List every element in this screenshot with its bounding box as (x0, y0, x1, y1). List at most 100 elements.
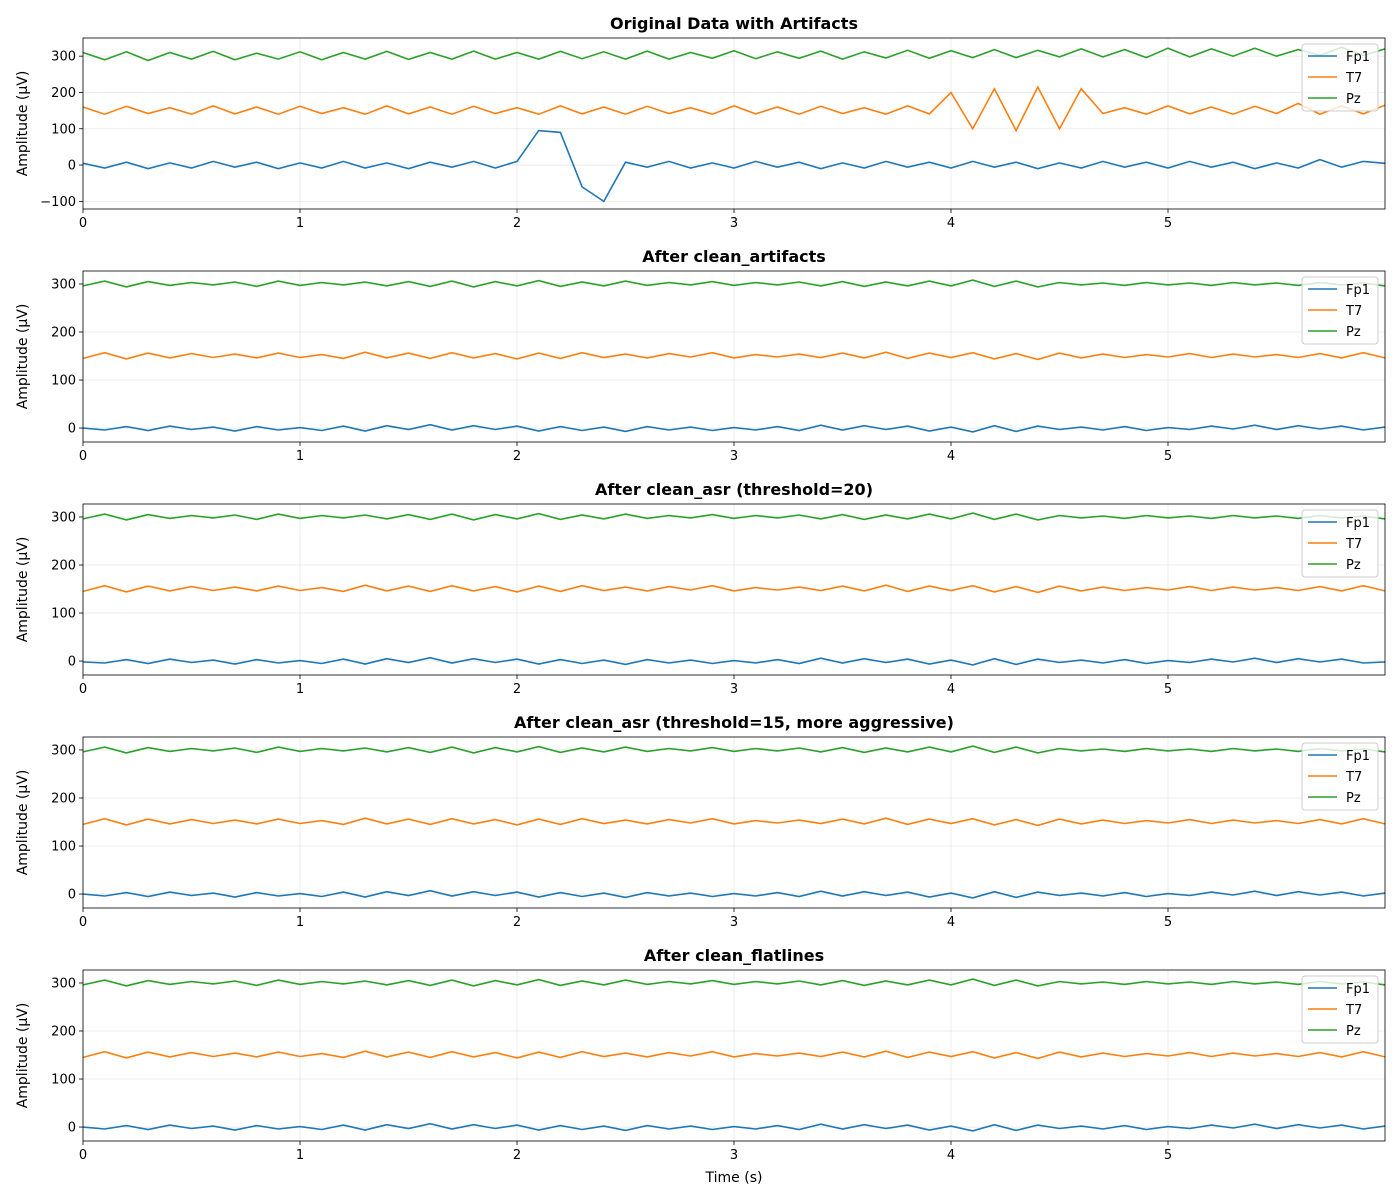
subplot-4: 0 1 2 3 4 5 0 100 200 300 After clean_asr (thresho… (15, 713, 1386, 930)
legend-label-t7: T7 (1345, 770, 1362, 785)
axes-frame (82, 37, 1386, 210)
subplot-title: After clean_asr (threshold=15, more aggr… (514, 713, 954, 732)
series-line-pz (83, 745, 1385, 754)
x-tick-label: 3 (730, 449, 738, 464)
subplot-title: After clean_artifacts (642, 247, 826, 266)
series-line-t7 (83, 817, 1385, 827)
series-line-fp1 (83, 1122, 1385, 1132)
x-tick-label: 2 (513, 682, 521, 697)
y-tick-label: 0 (68, 159, 76, 174)
x-tick-label: 1 (296, 449, 304, 464)
y-tick-label: 200 (51, 559, 76, 574)
y-axis-label: Amplitude (µV) (15, 537, 31, 643)
y-tick-label: −100 (40, 195, 76, 210)
legend-label-pz: Pz (1346, 558, 1361, 573)
y-tick-label: 100 (51, 374, 76, 389)
y-axis-label: Amplitude (µV) (15, 304, 31, 410)
subplot-5: 0 1 2 3 4 5 0 100 200 300 After clean_flatlines Amp… (15, 946, 1386, 1186)
series-line-fp1 (83, 129, 1385, 203)
x-tick-label: 1 (296, 216, 304, 231)
y-tick-label: 0 (68, 422, 76, 437)
y-tick-label: 200 (51, 792, 76, 807)
x-tick-label: 4 (947, 682, 955, 697)
x-tick-label: 1 (296, 1148, 304, 1163)
y-tick-label: 100 (51, 122, 76, 137)
series-line-t7 (83, 351, 1385, 361)
y-tick-label: 100 (51, 840, 76, 855)
legend-box (1301, 276, 1379, 345)
axes-frame (82, 270, 1386, 443)
x-tick-label: 2 (513, 216, 521, 231)
x-tick-label: 5 (1164, 1148, 1172, 1163)
x-tick-label: 2 (513, 1148, 521, 1163)
legend-label-fp1: Fp1 (1346, 50, 1370, 65)
x-tick-label: 2 (513, 915, 521, 930)
y-tick-label: 0 (68, 655, 76, 670)
series-line-pz (83, 279, 1385, 288)
x-tick-label: 4 (947, 216, 955, 231)
axes-frame (82, 503, 1386, 676)
subplot-title: After clean_asr (threshold=20) (595, 480, 873, 499)
legend-label-pz: Pz (1346, 791, 1361, 806)
legend-label-pz: Pz (1346, 325, 1361, 340)
x-tick-label: 5 (1164, 915, 1172, 930)
x-tick-label: 1 (296, 682, 304, 697)
legend-box (1301, 975, 1379, 1044)
y-tick-label: 0 (68, 1121, 76, 1136)
legend-box (1301, 742, 1379, 811)
y-tick-label: 300 (51, 743, 76, 758)
x-tick-label: 1 (296, 915, 304, 930)
legend-label-fp1: Fp1 (1346, 749, 1370, 764)
x-tick-label: 3 (730, 216, 738, 231)
y-tick-label: 100 (51, 607, 76, 622)
x-tick-label: 0 (79, 449, 87, 464)
x-tick-label: 5 (1164, 449, 1172, 464)
x-tick-label: 0 (79, 216, 87, 231)
legend-label-t7: T7 (1345, 537, 1362, 552)
y-tick-label: 200 (51, 86, 76, 101)
subplot-title: Original Data with Artifacts (610, 14, 858, 33)
y-tick-label: 300 (51, 510, 76, 525)
legend-box (1301, 509, 1379, 578)
y-axis-label: Amplitude (µV) (15, 1003, 31, 1109)
x-tick-label: 4 (947, 915, 955, 930)
y-tick-label: 300 (51, 277, 76, 292)
y-tick-label: 300 (51, 976, 76, 991)
legend-label-fp1: Fp1 (1346, 516, 1370, 531)
legend-label-t7: T7 (1345, 71, 1362, 86)
legend-label-fp1: Fp1 (1346, 982, 1370, 997)
legend-label-pz: Pz (1346, 1024, 1361, 1039)
series-line-pz (83, 978, 1385, 987)
legend: Fp1 T7 Pz (1301, 43, 1379, 112)
legend-label-fp1: Fp1 (1346, 283, 1370, 298)
y-tick-label: 200 (51, 326, 76, 341)
series-line-pz (83, 512, 1385, 521)
series-line-fp1 (83, 889, 1385, 899)
x-tick-label: 4 (947, 1148, 955, 1163)
x-axis-label: Time (s) (705, 1170, 763, 1186)
x-tick-label: 3 (730, 682, 738, 697)
x-tick-label: 3 (730, 915, 738, 930)
x-tick-label: 2 (513, 449, 521, 464)
subplot-title: After clean_flatlines (644, 946, 824, 965)
x-tick-label: 0 (79, 915, 87, 930)
y-tick-label: 300 (51, 50, 76, 65)
legend: Fp1 T7 Pz (1301, 276, 1379, 345)
series-line-t7 (83, 1050, 1385, 1060)
y-tick-label: 0 (68, 888, 76, 903)
x-tick-label: 3 (730, 1148, 738, 1163)
subplot-3: 0 1 2 3 4 5 0 100 200 300 After clean_asr (thresho… (15, 480, 1386, 697)
subplot-2: 0 1 2 3 4 5 0 100 200 300 After clean_artifacts Amp… (15, 247, 1386, 464)
x-tick-label: 5 (1164, 682, 1172, 697)
x-tick-label: 0 (79, 682, 87, 697)
legend: Fp1 T7 Pz (1301, 975, 1379, 1044)
legend-label-t7: T7 (1345, 304, 1362, 319)
series-line-pz (83, 46, 1385, 62)
x-tick-label: 4 (947, 449, 955, 464)
legend: Fp1 T7 Pz (1301, 742, 1379, 811)
y-tick-label: 200 (51, 1025, 76, 1040)
y-axis-label: Amplitude (µV) (15, 770, 31, 876)
y-tick-label: 100 (51, 1073, 76, 1088)
